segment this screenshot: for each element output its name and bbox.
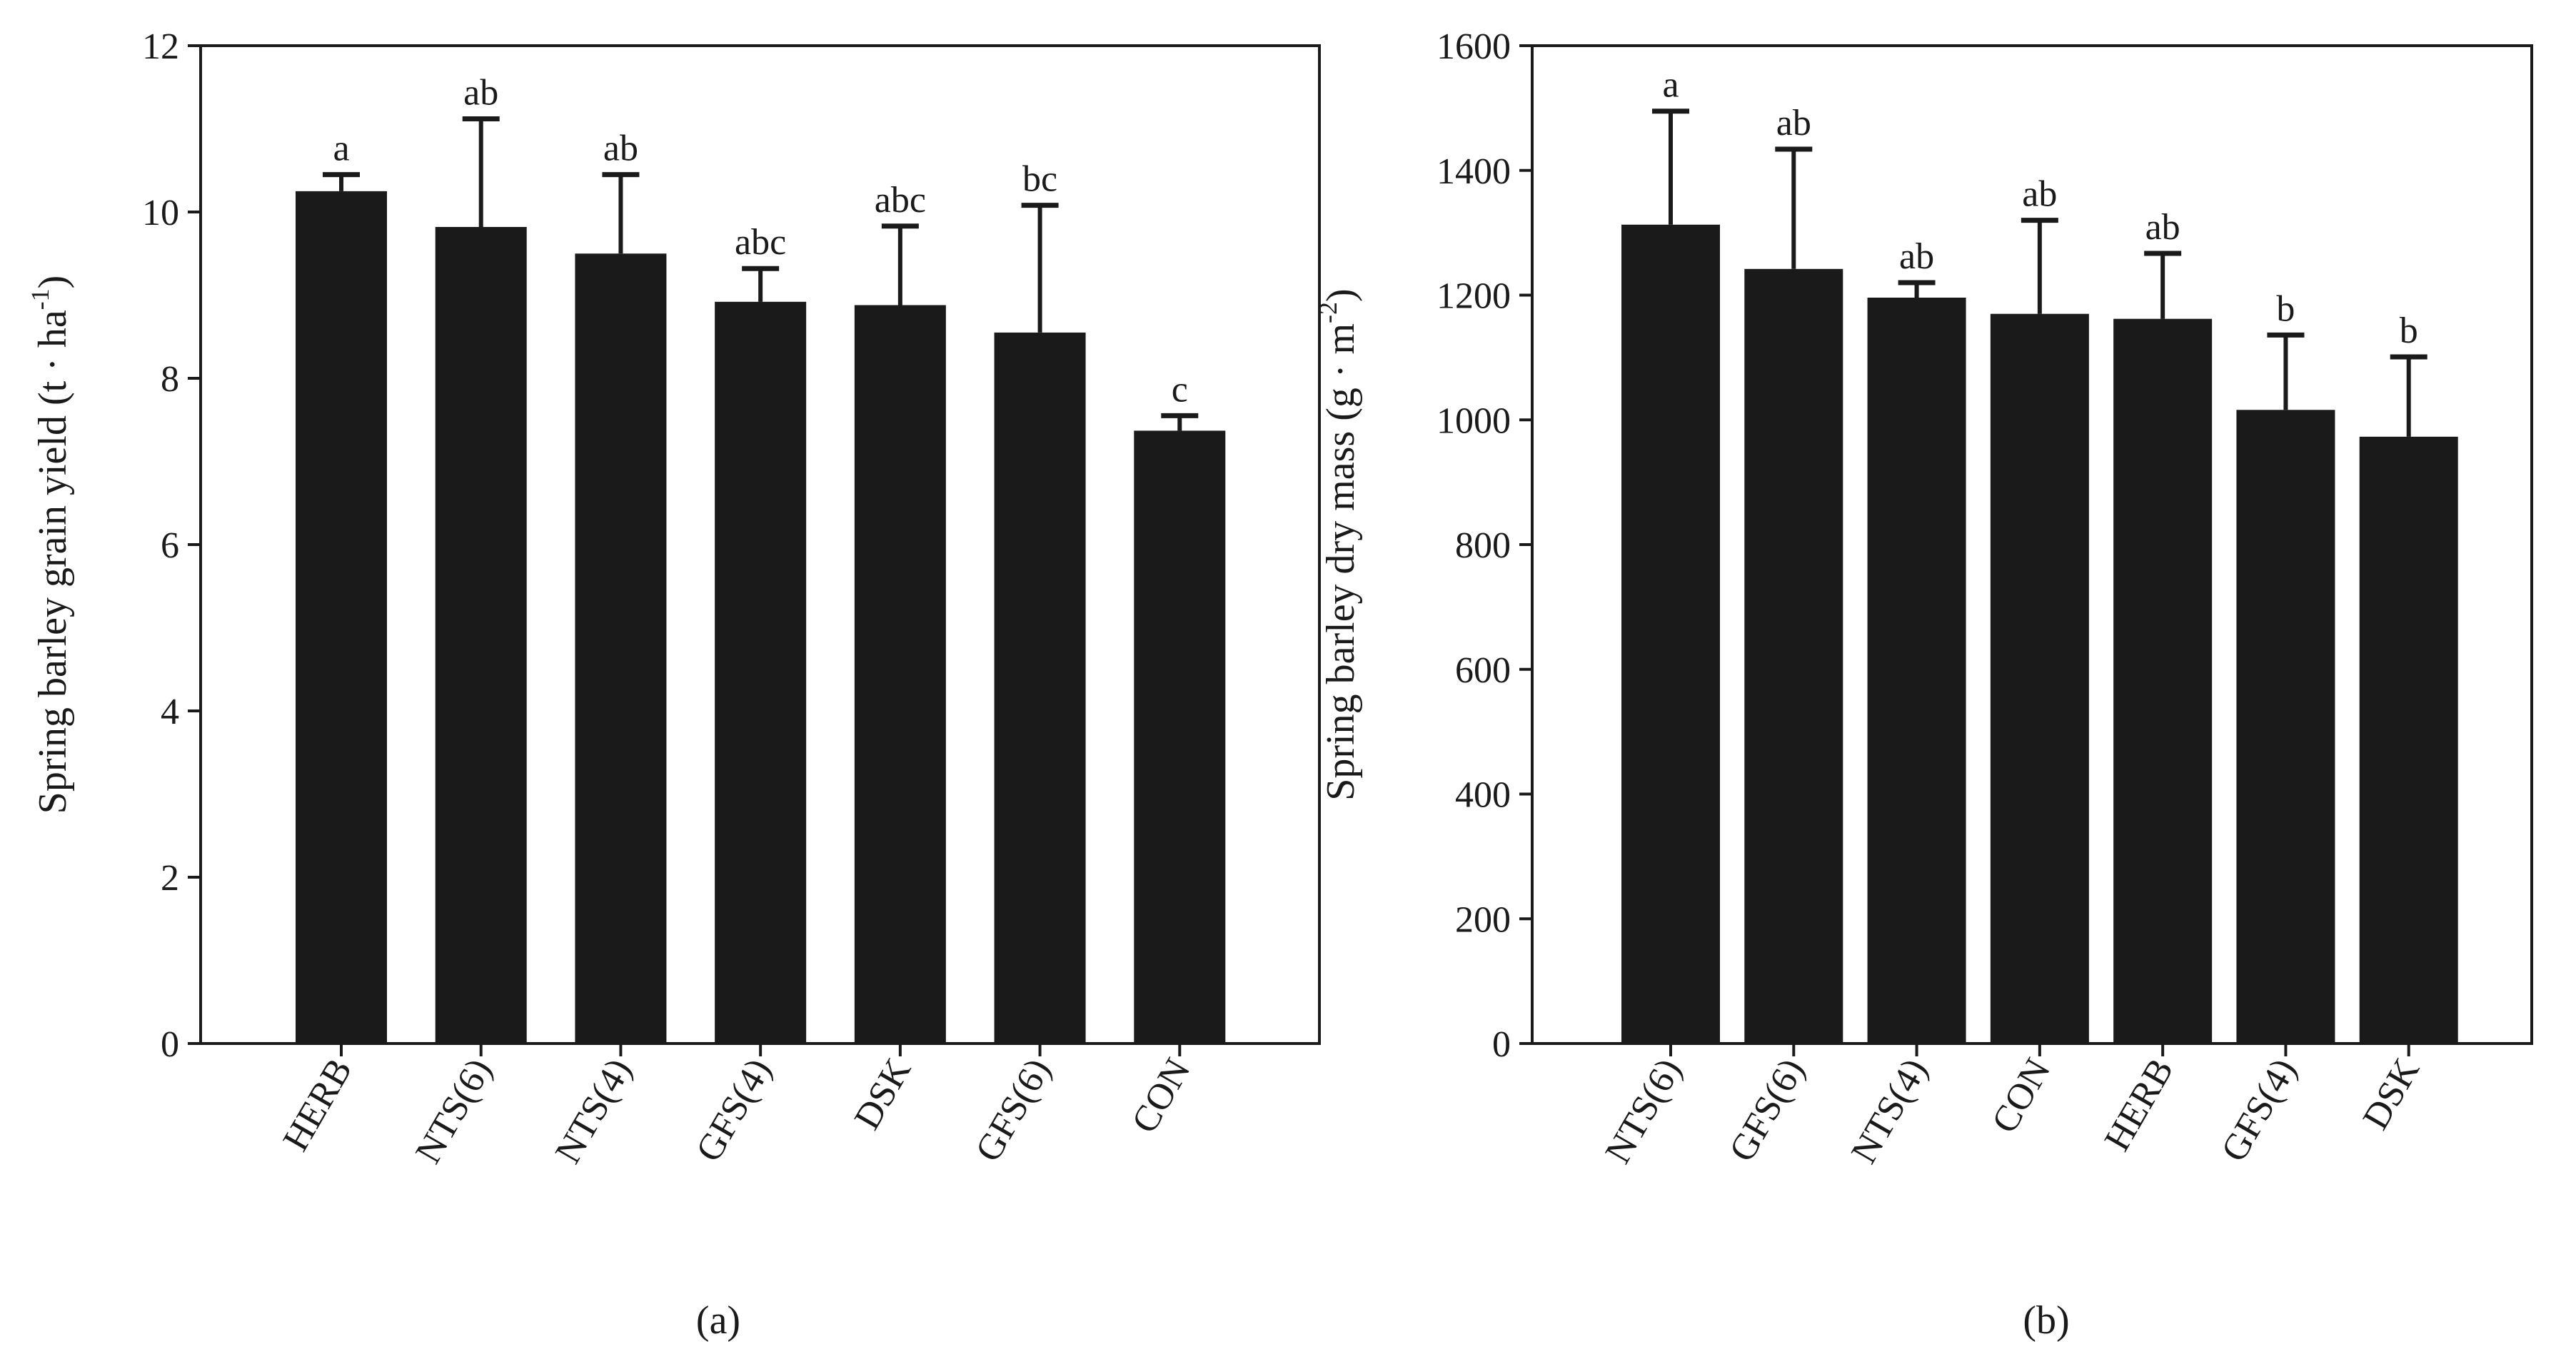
y-axis-title-b: Spring barley dry mass (g · m-2) [1314,288,1363,800]
significance-letter-b-4: ab [2145,207,2180,248]
y-tick-label-a-1: 2 [161,858,179,899]
significance-letter-a-5: bc [1022,159,1057,200]
y-tick-label-a-0: 0 [161,1024,179,1065]
bar-a-3 [715,301,807,1044]
significance-letter-a-2: ab [603,128,638,169]
y-tick-label-a-3: 6 [161,525,179,566]
y-tick-label-b-2: 400 [1455,775,1511,816]
y-tick-label-b-8: 1600 [1437,26,1511,67]
significance-letter-b-6: b [2400,310,2418,351]
bar-b-5 [2236,410,2335,1044]
bar-a-6 [1134,430,1226,1044]
bar-a-2 [575,253,667,1044]
bar-b-4 [2113,318,2213,1044]
significance-letter-a-0: a [333,128,349,169]
y-tick-label-b-1: 200 [1455,899,1511,940]
panel-label-b: (b) [2023,1298,2069,1343]
y-tick-label-b-0: 0 [1492,1024,1511,1065]
significance-letter-b-1: ab [1776,103,1811,143]
y-tick-label-b-6: 1200 [1437,276,1511,317]
significance-letter-b-5: b [2276,288,2295,329]
significance-letter-b-0: a [1662,65,1679,106]
significance-letter-a-6: c [1172,369,1188,410]
bar-b-1 [1744,268,1843,1044]
bar-b-6 [2359,436,2458,1044]
y-axis-title-a: Spring barley grain yield (t · ha-1) [26,276,75,814]
significance-letter-a-1: ab [463,73,498,113]
bar-a-4 [854,305,946,1044]
y-tick-label-a-5: 10 [142,193,179,233]
significance-letter-b-3: ab [2022,174,2057,215]
bar-b-0 [1621,224,1720,1044]
y-tick-label-a-2: 4 [161,692,179,732]
y-tick-label-a-6: 12 [142,26,179,67]
bar-a-5 [994,332,1086,1044]
y-tick-label-b-7: 1400 [1437,151,1511,192]
bar-a-0 [296,191,387,1044]
panel-label-a: (a) [696,1298,740,1343]
y-tick-label-a-4: 8 [161,359,179,400]
significance-letter-b-2: ab [1899,236,1934,277]
significance-letter-a-3: abc [735,222,786,263]
bar-a-1 [435,226,527,1044]
y-tick-label-b-5: 1000 [1437,400,1511,441]
significance-letter-a-4: abc [875,180,926,221]
bar-b-2 [1867,297,1966,1044]
bar-b-3 [1990,313,2089,1044]
y-tick-label-b-3: 600 [1455,650,1511,691]
y-tick-label-b-4: 800 [1455,525,1511,566]
